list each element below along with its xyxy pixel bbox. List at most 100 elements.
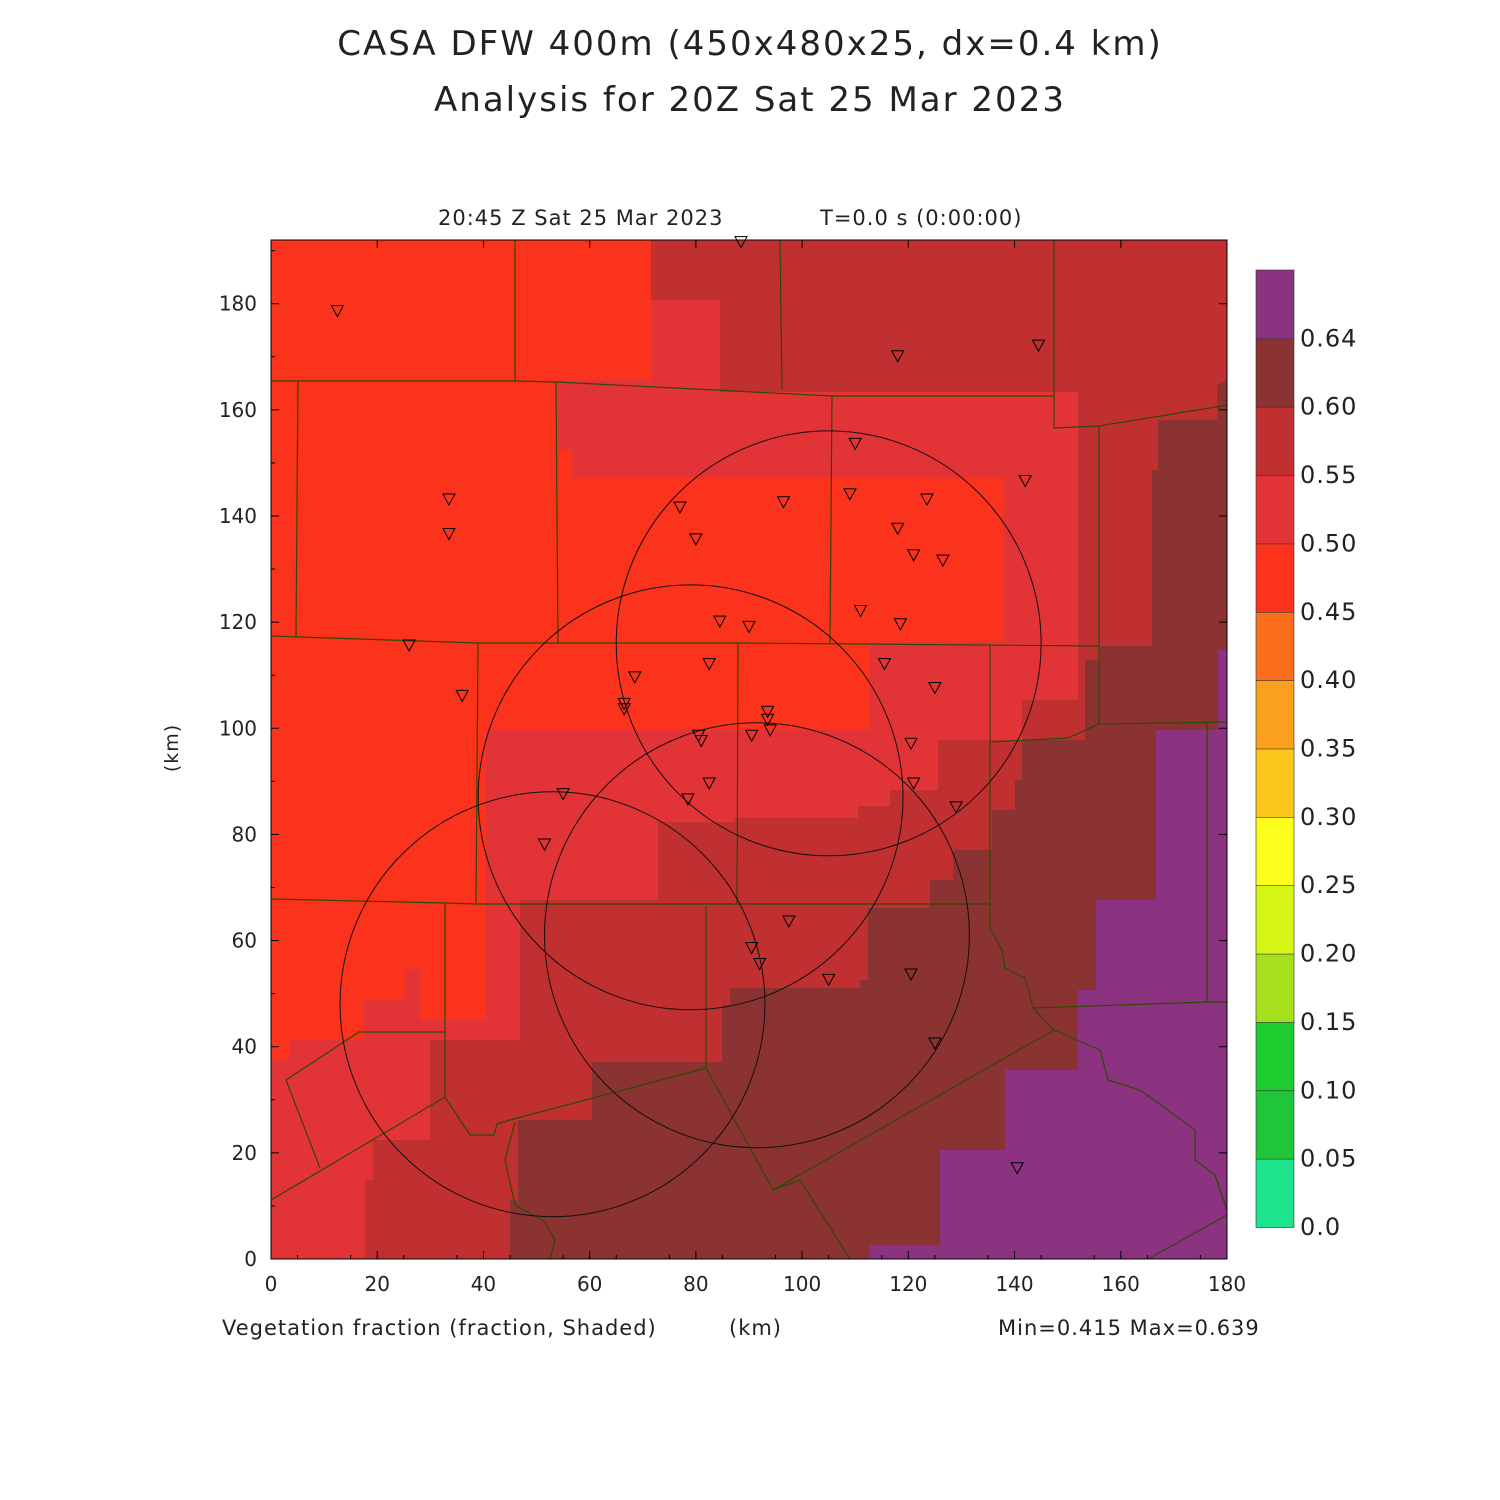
station-marker-icon (702, 658, 717, 671)
station-marker-icon (821, 973, 836, 987)
title-line-1: CASA DFW 400m (450x480x25, dx=0.4 km) (337, 24, 1163, 64)
colorbar-swatch (1255, 543, 1295, 613)
colorbar-swatch (1255, 474, 1295, 545)
county-boundaries (271, 240, 1227, 1259)
colorbar-label: 0.20 (1300, 940, 1357, 968)
county-line (1147, 1214, 1227, 1259)
station-marker-icon (1031, 339, 1046, 353)
station-marker-icon (781, 915, 796, 929)
station-marker-icon (928, 1037, 942, 1051)
field-label: Vegetation fraction (fraction, Shaded) (222, 1316, 657, 1340)
y-tick-label: 60 (232, 929, 257, 953)
station-marker-icon (776, 496, 791, 509)
county-line (1032, 1007, 1055, 1031)
colorbar-swatch (1255, 611, 1295, 681)
title-line-2: Analysis for 20Z Sat 25 Mar 2023 (434, 80, 1066, 120)
station-markers (330, 236, 1046, 1175)
station-marker-icon (890, 522, 905, 536)
station-marker-icon (760, 713, 775, 727)
county-line (295, 380, 299, 637)
county-line (271, 742, 991, 905)
station-marker-icon (673, 501, 687, 515)
station-marker-icon (617, 703, 632, 716)
x-tick-label: 60 (577, 1272, 602, 1296)
colorbar-label: 0.10 (1300, 1076, 1357, 1104)
plot-frame (270, 239, 1228, 1260)
county-line (1053, 396, 1227, 429)
colorbar-label: 0.45 (1300, 598, 1357, 626)
x-tick-label: 120 (889, 1272, 927, 1296)
station-marker-icon (402, 639, 416, 653)
x-tick-label: 160 (1102, 1272, 1140, 1296)
colorbar-label: 0.50 (1300, 529, 1357, 557)
county-line (555, 381, 559, 645)
y-tick-label: 160 (219, 398, 257, 422)
radar-rings (339, 430, 1042, 1218)
station-marker-icon (763, 724, 778, 737)
station-marker-icon (920, 493, 934, 507)
station-marker-icon (904, 968, 918, 982)
station-marker-icon (744, 942, 759, 955)
station-marker-icon (556, 788, 570, 801)
station-marker-icon (893, 618, 908, 631)
station-marker-icon (904, 737, 918, 751)
station-marker-icon (843, 488, 857, 501)
station-marker-icon (330, 305, 345, 318)
x-tick-label: 0 (265, 1272, 278, 1296)
x-tick-label: 140 (995, 1272, 1033, 1296)
y-tick-label: 0 (244, 1247, 257, 1271)
colorbar: 0.0 0.05 0.10 0.15 0.20 0.25 0.30 0.35 0.40 0.45 0… (1255, 269, 1357, 1241)
x-tick-label: 20 (364, 1272, 389, 1296)
y-tick-label: 140 (219, 504, 257, 528)
county-line (475, 642, 479, 905)
county-line (829, 395, 833, 645)
county-line (989, 904, 1227, 1009)
radar-ring (339, 791, 766, 1218)
station-marker-icon (734, 236, 748, 249)
station-marker-icon (442, 493, 456, 507)
county-line (271, 1067, 707, 1201)
y-tick-label: 180 (219, 292, 257, 316)
colorbar-swatch (1255, 1021, 1295, 1092)
x-tick-label: 180 (1208, 1272, 1246, 1296)
station-marker-icon (694, 735, 709, 748)
station-marker-icon (949, 801, 963, 814)
county-line (285, 1031, 445, 1081)
y-axis-unit: (km) (161, 724, 183, 772)
y-tick-label: 120 (219, 610, 257, 634)
station-marker-icon (742, 620, 756, 634)
field-060 (870, 650, 1227, 1259)
colorbar-label: 0.05 (1300, 1145, 1357, 1173)
station-marker-icon (906, 549, 921, 562)
colorbar-label: 0.25 (1300, 871, 1357, 899)
station-marker-icon (890, 350, 905, 363)
min-max-label: Min=0.415 Max=0.639 (998, 1316, 1260, 1340)
station-marker-icon (760, 705, 775, 719)
station-marker-icon (689, 533, 703, 546)
radar-ring (477, 584, 904, 1011)
x-tick-label: 80 (683, 1272, 708, 1296)
station-marker-icon (442, 528, 456, 541)
station-marker-icon (1018, 474, 1033, 488)
colorbar-swatch (1255, 1089, 1295, 1160)
county-line (271, 635, 1100, 647)
y-tick-label: 40 (232, 1035, 257, 1059)
station-marker-icon (744, 729, 759, 743)
station-marker-icon (928, 681, 942, 695)
valid-time: 20:45 Z Sat 25 Mar 2023 (438, 206, 724, 230)
elapsed-time: T=0.0 s (0:00:00) (820, 206, 1023, 230)
colorbar-swatch (1255, 679, 1295, 750)
colorbar-swatch (1255, 816, 1295, 887)
colorbar-swatch (1255, 953, 1295, 1023)
radar-ring (544, 722, 970, 1149)
county-line (772, 1179, 851, 1259)
x-tick-label: 100 (783, 1272, 821, 1296)
station-marker-icon (627, 671, 642, 684)
x-tick-label: 40 (471, 1272, 496, 1296)
vegetation-fraction-field (271, 240, 1227, 1259)
colorbar-swatch (1255, 748, 1295, 818)
county-line (779, 240, 783, 391)
colorbar-swatch (1255, 406, 1295, 476)
station-marker-icon (752, 957, 767, 971)
